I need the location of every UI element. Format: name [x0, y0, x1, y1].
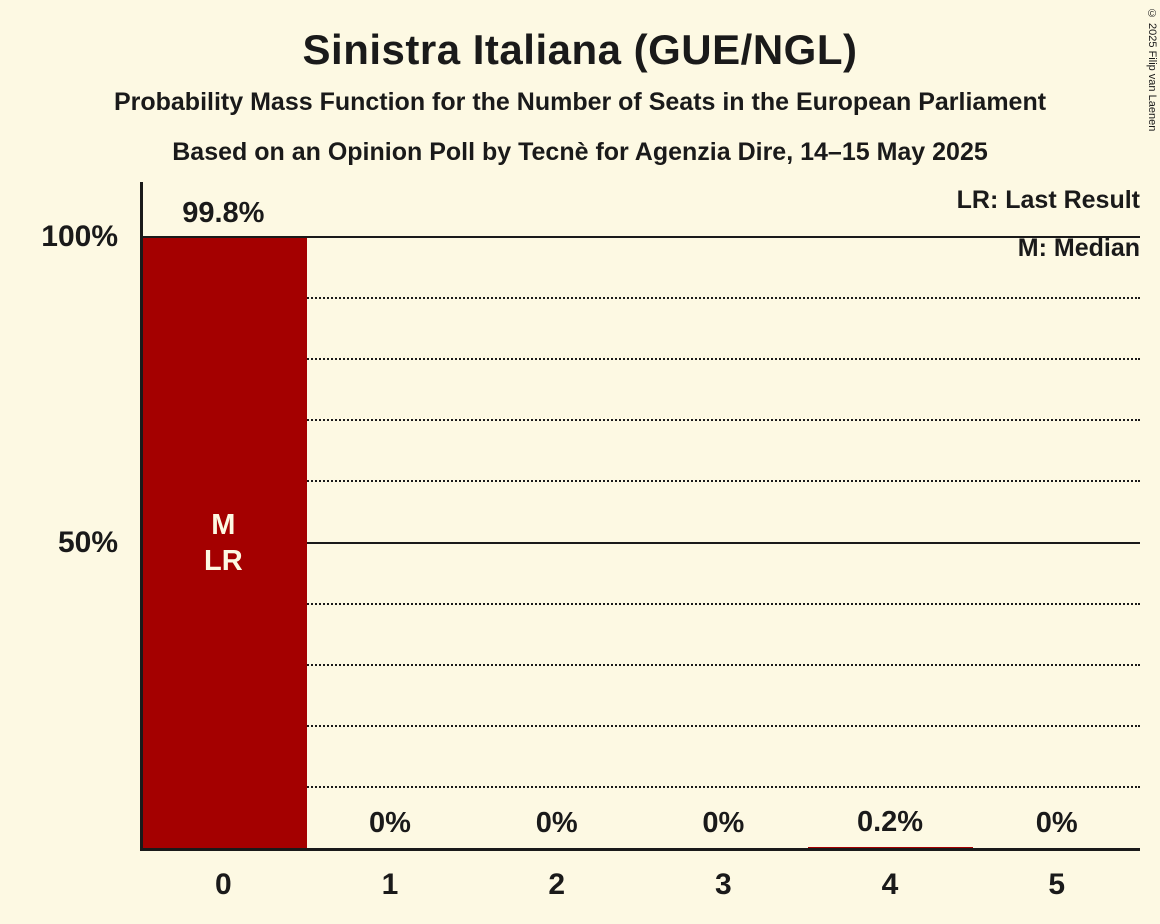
gridline-60 — [140, 480, 1140, 483]
y-tick-100: 100% — [41, 220, 118, 253]
y-tick-50: 50% — [57, 525, 118, 559]
chart-title: Sinistra Italiana (GUE/NGL) — [302, 26, 858, 73]
x-tick-3: 3 — [714, 868, 732, 901]
bar-annotation-line: M — [211, 508, 236, 541]
bar-annotation-seats-0: M LR — [204, 507, 243, 580]
gridline-70 — [140, 419, 1140, 422]
bar-seats-0 — [141, 238, 307, 848]
bar-annotation-line: LR — [203, 545, 243, 578]
gridline-30 — [140, 663, 1140, 666]
value-label-seats-4: 0.2% — [856, 805, 924, 838]
gridline-80 — [140, 358, 1140, 361]
chart-subtitle: Probability Mass Function for the Number… — [113, 88, 1047, 116]
x-tick-0: 0 — [214, 868, 232, 901]
legend-median: M: Median — [1017, 234, 1140, 262]
x-tick-1: 1 — [381, 868, 399, 901]
gridline-50 — [140, 541, 1140, 544]
value-label-seats-1: 0% — [369, 807, 411, 839]
gridline-20 — [140, 724, 1140, 727]
x-tick-5: 5 — [1048, 868, 1065, 901]
gridline-40 — [140, 602, 1140, 605]
bar-seats-4 — [807, 846, 974, 848]
gridline-90 — [140, 297, 1140, 300]
value-label-seats-3: 0% — [702, 807, 745, 839]
legend-last-result: LR: Last Result — [956, 186, 1140, 214]
x-tick-4: 4 — [881, 868, 899, 901]
chart-subtitle-poll: Based on an Opinion Poll by Tecnè for Ag… — [172, 138, 988, 166]
copyright-note: © 2025 Filip van Laenen — [1146, 8, 1158, 132]
value-label-seats-5: 0% — [1035, 807, 1078, 839]
value-label-seats-2: 0% — [535, 807, 578, 839]
x-axis-line — [140, 848, 1140, 851]
x-tick-2: 2 — [548, 868, 565, 901]
value-label-seats-0: 99.8% — [182, 197, 265, 230]
gridline-100 — [140, 236, 1140, 238]
gridline-10 — [140, 785, 1140, 788]
y-axis-line — [140, 182, 143, 851]
